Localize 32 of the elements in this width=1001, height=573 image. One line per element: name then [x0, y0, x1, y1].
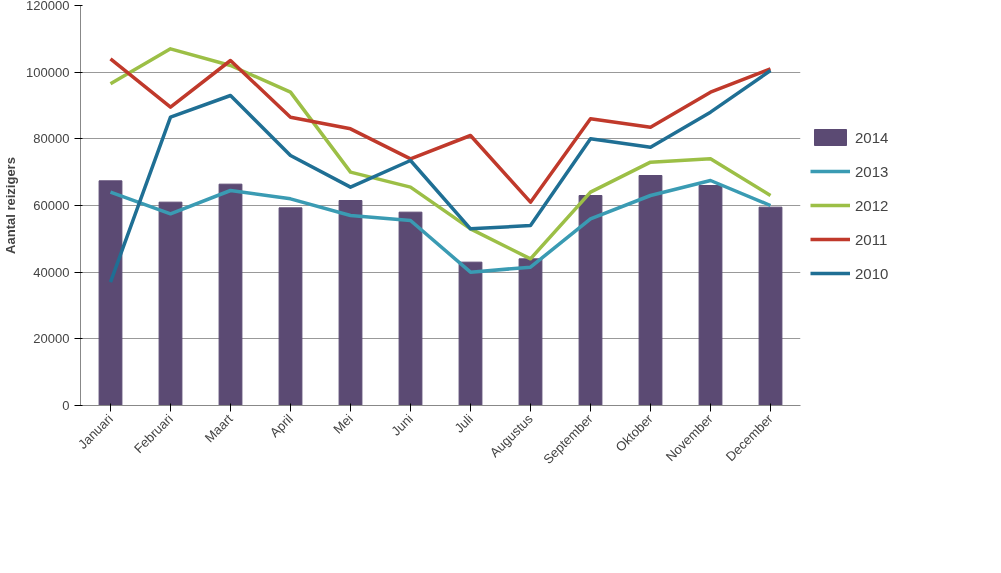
bar — [218, 183, 243, 406]
x-tick-label: Mei — [330, 411, 356, 437]
legend-label: 2011 — [855, 230, 888, 248]
y-tick-label: 80000 — [33, 131, 70, 147]
y-tick-label: 0 — [62, 398, 70, 413]
y-axis-title: Aantal reizigers — [3, 157, 19, 254]
legend-label: 2012 — [855, 196, 889, 214]
bar — [338, 200, 363, 406]
y-tick-label: 100000 — [26, 64, 70, 80]
bar — [398, 211, 423, 406]
line-series — [108, 68, 773, 284]
bar — [518, 258, 543, 406]
bar — [278, 207, 303, 406]
legend-label: 2014 — [855, 128, 889, 146]
line-series — [108, 57, 773, 204]
legend-label: 2010 — [855, 264, 889, 282]
bar — [698, 185, 723, 406]
bar — [578, 195, 603, 406]
bar — [158, 201, 183, 406]
line-series — [108, 47, 773, 261]
line-series — [108, 178, 773, 274]
y-tick-label: 20000 — [33, 331, 70, 347]
bar — [458, 261, 483, 406]
y-tick-label: 60000 — [33, 198, 70, 213]
y-tick-label: 40000 — [33, 264, 70, 280]
x-tick-label: Juni — [388, 411, 416, 439]
y-tick-label: 120000 — [26, 0, 70, 13]
bar — [638, 175, 663, 406]
legend-label: 2013 — [855, 162, 889, 180]
bar — [758, 206, 783, 406]
x-tick-label: Juli — [451, 411, 476, 436]
bar — [98, 180, 123, 406]
